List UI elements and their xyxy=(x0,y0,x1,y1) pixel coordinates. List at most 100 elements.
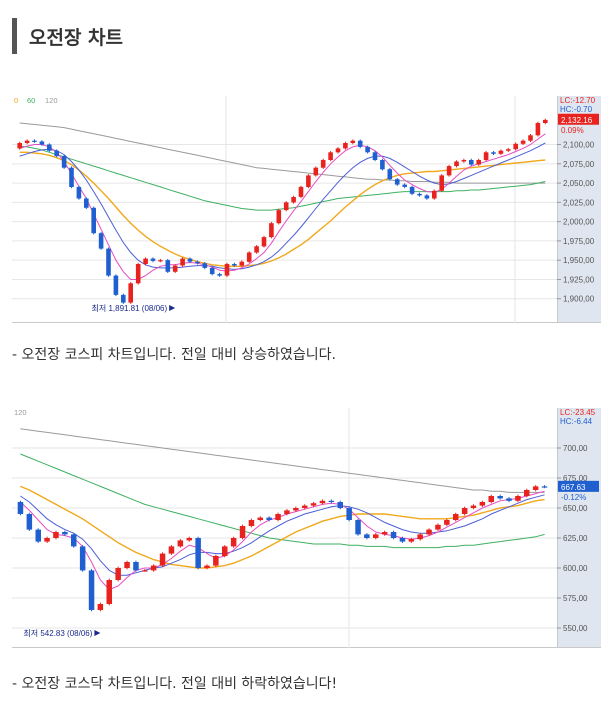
candle-up xyxy=(515,496,521,501)
candle-down xyxy=(380,160,385,170)
candle-up xyxy=(142,570,148,572)
candle-down xyxy=(409,186,415,194)
candle-up xyxy=(444,520,450,525)
candle-down xyxy=(364,534,370,538)
candle-down xyxy=(79,546,86,571)
candle-up xyxy=(204,565,210,568)
candle-down xyxy=(355,520,361,535)
candle-down xyxy=(62,532,68,535)
candle-up xyxy=(283,202,289,211)
candle-up xyxy=(159,553,166,566)
candle-up xyxy=(239,261,245,266)
ma-period-label: 120 xyxy=(14,408,27,417)
candle-down xyxy=(69,167,74,187)
hc-label: HC:-6.44 xyxy=(560,417,593,426)
candle-down xyxy=(91,207,96,234)
kosdaq-chart: 700,00 675,00 650,00 625,00 600,00 575,00 550,… xyxy=(12,408,601,648)
candle-up xyxy=(319,500,326,504)
candle-down xyxy=(365,146,370,153)
candle-up xyxy=(222,546,228,556)
candle-up xyxy=(158,260,163,262)
candle-up xyxy=(248,520,255,526)
candle-up xyxy=(254,246,259,253)
kospi-caption: - 오전장 코스피 차트입니다. 전일 대비 상승하였습니다. xyxy=(12,347,337,363)
candle-up xyxy=(417,534,423,540)
candle-up xyxy=(257,517,263,520)
candle-down xyxy=(387,169,393,180)
y-tick-label: 575,00 xyxy=(563,594,588,603)
y-tick-label: 2,050,00 xyxy=(563,179,595,188)
candle-up xyxy=(115,568,121,580)
candle-up xyxy=(520,140,526,144)
candle-up xyxy=(124,562,130,568)
candle-up xyxy=(446,166,452,176)
candle-up xyxy=(543,119,548,123)
candle-up xyxy=(483,152,489,160)
price-axis-background xyxy=(557,408,601,648)
candle-up xyxy=(143,258,148,264)
candle-down xyxy=(469,160,474,165)
candle-up xyxy=(180,258,185,266)
candle-up xyxy=(488,496,494,502)
candle-up xyxy=(350,140,356,143)
ma-120-line xyxy=(19,122,546,184)
candle-up xyxy=(343,143,348,149)
candle-down xyxy=(424,195,430,199)
candle-up xyxy=(453,514,459,520)
candle-down xyxy=(417,193,422,196)
y-tick-label: 650,00 xyxy=(563,504,588,513)
candle-up xyxy=(320,160,326,168)
candle-up xyxy=(435,524,441,530)
change-percent-label: -0.12% xyxy=(561,493,586,502)
candle-up xyxy=(381,532,388,535)
candle-up xyxy=(293,508,299,511)
candle-down xyxy=(98,233,104,249)
candle-up xyxy=(230,538,237,547)
candle-down xyxy=(35,529,41,542)
candle-up xyxy=(532,486,539,490)
candle-up xyxy=(246,252,252,262)
candle-down xyxy=(54,150,59,157)
candle-down xyxy=(209,267,215,275)
candle-up xyxy=(461,508,468,514)
candle-down xyxy=(106,248,111,276)
current-price-box xyxy=(558,113,599,125)
y-tick-label: 2,025,00 xyxy=(563,198,595,207)
ma-mid-line xyxy=(19,142,546,270)
candle-up xyxy=(224,264,230,276)
candle-up xyxy=(432,190,437,199)
y-tick-label: 1,925,00 xyxy=(563,275,595,284)
ma-period-label: 60 xyxy=(27,96,35,105)
candle-down xyxy=(76,186,82,199)
candle-up xyxy=(298,186,304,197)
y-tick-label: 700,00 xyxy=(563,444,588,453)
candle-down xyxy=(195,261,200,264)
candle-down xyxy=(150,258,156,261)
candle-down xyxy=(71,534,77,547)
candle-down xyxy=(88,570,95,610)
kospi-chart-svg: 2,100,00 2,075,00 2,050,00 2,025,00 2,000,00… xyxy=(12,96,601,323)
candle-down xyxy=(266,517,272,520)
current-price-label: 667.63 xyxy=(561,483,586,492)
candle-down xyxy=(232,264,237,266)
candle-down xyxy=(390,532,397,538)
candle-down xyxy=(217,274,222,276)
candle-down xyxy=(202,263,208,268)
candle-down xyxy=(39,141,45,145)
candle-down xyxy=(399,538,406,542)
y-tick-label: 2,000,00 xyxy=(563,218,595,227)
y-tick-label: 675,00 xyxy=(563,474,588,483)
kosdaq-chart-svg: 700,00 675,00 650,00 625,00 600,00 575,00 550,… xyxy=(12,408,601,648)
candle-up xyxy=(150,565,157,571)
candle-up xyxy=(17,143,22,149)
candle-down xyxy=(372,152,378,160)
current-price-label: 2,132.16 xyxy=(561,116,593,125)
hc-label: HC:-0.70 xyxy=(560,105,593,114)
plot-background xyxy=(12,408,557,648)
candle-down xyxy=(17,502,24,514)
candle-up xyxy=(373,534,379,538)
candle-up xyxy=(498,150,504,154)
ma-20-line xyxy=(19,151,546,268)
candle-up xyxy=(506,149,511,151)
y-tick-label: 1,975,00 xyxy=(563,237,595,246)
